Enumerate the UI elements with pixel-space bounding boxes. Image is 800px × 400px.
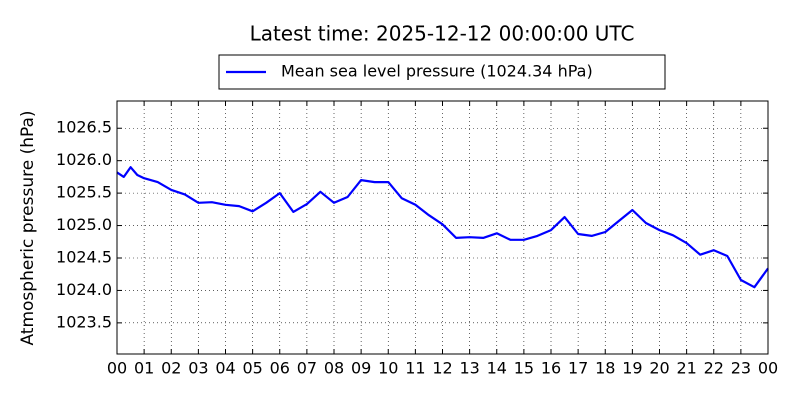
- y-tick-label: 1026.5: [56, 118, 112, 137]
- x-tick-label: 02: [161, 359, 181, 378]
- legend-label: Mean sea level pressure (1024.34 hPa): [281, 62, 593, 81]
- x-tick-label: 19: [622, 359, 642, 378]
- x-tick-label: 20: [649, 359, 669, 378]
- x-tick-label: 16: [541, 359, 561, 378]
- x-tick-label: 00: [758, 359, 778, 378]
- chart-title: Latest time: 2025-12-12 00:00:00 UTC: [250, 22, 635, 46]
- y-tick-label: 1026.0: [56, 150, 112, 169]
- y-tick-label: 1023.5: [56, 312, 112, 331]
- x-tick-label: 04: [215, 359, 235, 378]
- x-tick-label: 03: [188, 359, 208, 378]
- x-tick-label: 12: [432, 359, 452, 378]
- data-line: [116, 166, 769, 289]
- y-tick-label: 1024.0: [56, 280, 112, 299]
- x-tick-label: 11: [405, 359, 425, 378]
- y-tick-label: 1025.5: [56, 183, 112, 202]
- x-tick-label: 06: [270, 359, 290, 378]
- x-tick-label: 13: [459, 359, 479, 378]
- x-tick-label: 22: [704, 359, 724, 378]
- x-tick-label: 07: [297, 359, 317, 378]
- x-tick-label: 05: [242, 359, 262, 378]
- y-axis-label: Atmospheric pressure (hPa): [18, 110, 38, 345]
- x-tick-label: 00: [107, 359, 127, 378]
- x-tick-label: 01: [134, 359, 154, 378]
- x-tick-label: 09: [351, 359, 371, 378]
- legend: [218, 54, 666, 90]
- x-tick-label: 10: [378, 359, 398, 378]
- x-tick-label: 08: [324, 359, 344, 378]
- plot-frame: [116, 100, 769, 355]
- x-tick-label: 21: [676, 359, 696, 378]
- y-tick-label: 1024.5: [56, 247, 112, 266]
- x-tick-label: 17: [568, 359, 588, 378]
- x-tick-label: 23: [731, 359, 751, 378]
- x-tick-label: 14: [487, 359, 507, 378]
- x-tick-label: 15: [514, 359, 534, 378]
- y-tick-label: 1025.0: [56, 215, 112, 234]
- x-tick-label: 18: [595, 359, 615, 378]
